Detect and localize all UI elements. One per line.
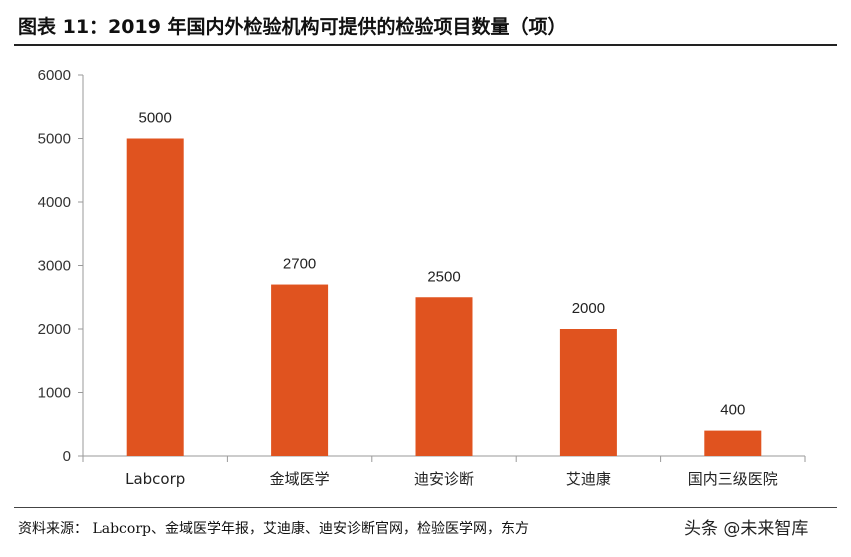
- title-divider: [14, 44, 837, 46]
- x-category-label: 国内三级医院: [688, 470, 778, 488]
- x-category-label: 迪安诊断: [414, 470, 474, 488]
- y-tick-label: 0: [63, 448, 71, 465]
- bar: [704, 430, 762, 456]
- y-axis: 0 1000 2000 3000 4000 5000 6000: [38, 67, 84, 465]
- y-tick-label: 6000: [38, 67, 71, 84]
- y-tick-label: 5000: [38, 131, 71, 148]
- data-label: 2000: [572, 300, 605, 317]
- y-tick-label: 3000: [38, 258, 71, 275]
- chart-title: 图表 11：2019 年国内外检验机构可提供的检验项目数量（项）: [18, 16, 567, 38]
- y-tick-label: 1000: [38, 385, 71, 402]
- y-tick-label: 4000: [38, 194, 71, 211]
- data-label: 5000: [139, 110, 172, 127]
- watermark: 头条 @未来智库: [680, 514, 813, 544]
- x-category-label: 艾迪康: [566, 470, 611, 488]
- data-label: 2700: [283, 256, 316, 273]
- x-axis: Labcorp 金域医学 迪安诊断 艾迪康 国内三级医院: [82, 455, 806, 488]
- source-divider: [14, 507, 837, 508]
- bars: 5000 2700 2500 2000 400: [126, 110, 762, 456]
- data-label: 2500: [427, 268, 460, 285]
- data-label: 400: [720, 402, 745, 419]
- x-category-label: Labcorp: [125, 470, 185, 488]
- bar-chart: 0 1000 2000 3000 4000 5000 6000 Labcorp 金域医学 迪安诊…: [38, 67, 806, 488]
- bar: [126, 138, 184, 456]
- source-note: 资料来源： Labcorp、金域医学年报，艾迪康、迪安诊断官网，检验医学网，东方: [18, 521, 529, 537]
- bar: [271, 284, 329, 456]
- bar: [415, 297, 473, 456]
- y-tick-label: 2000: [38, 321, 71, 338]
- x-category-label: 金域医学: [270, 470, 330, 488]
- bar: [559, 329, 617, 456]
